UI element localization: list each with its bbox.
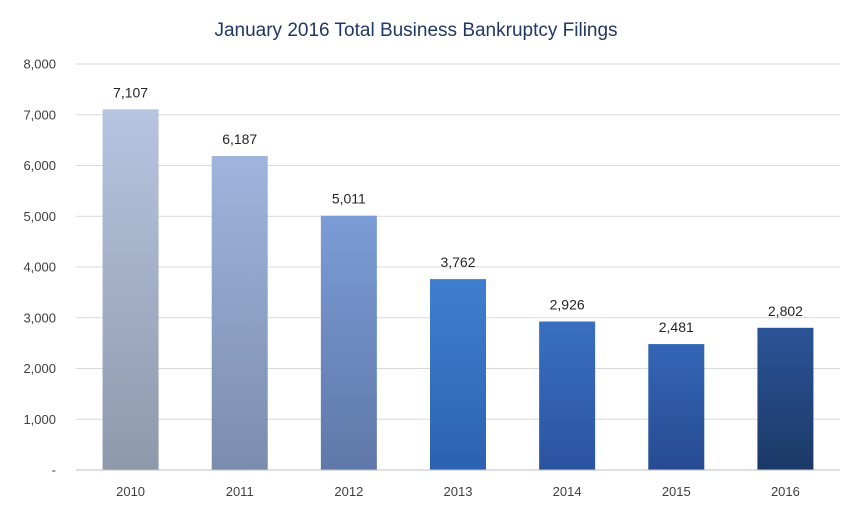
y-axis-tick-labels: - 1,000 2,000 3,000 4,000 5,000 6,000 7,000 8,00… [23,57,56,478]
y-tick-label: 4,000 [23,260,56,275]
bar-2015 [648,344,705,470]
x-tick-label-2013: 2013 [444,484,473,499]
y-tick-label: - [52,463,56,478]
y-tick-label: 6,000 [23,158,56,173]
data-label-2012: 5,011 [332,191,366,207]
data-label-2013: 3,762 [440,254,475,270]
bar-2010 [102,109,159,470]
x-tick-label-2016: 2016 [771,484,800,499]
x-tick-label-2010: 2010 [116,484,145,499]
x-axis-tick-labels: 2010 2011 2012 2013 2014 2015 2016 [116,484,800,499]
chart-title: January 2016 Total Business Bankruptcy F… [214,20,617,41]
data-label-2015: 2,481 [659,319,694,335]
data-label-2014: 2,926 [550,297,585,313]
bars [102,109,814,470]
x-tick-label-2012: 2012 [334,484,363,499]
x-tick-label-2015: 2015 [662,484,691,499]
bar-2016 [757,327,814,470]
y-tick-label: 1,000 [23,412,56,427]
data-label-2016: 2,802 [768,303,803,319]
x-tick-label-2011: 2011 [226,484,254,499]
y-tick-label: 5,000 [23,209,56,224]
y-tick-label: 3,000 [23,310,56,325]
y-tick-label: 7,000 [23,107,56,122]
bar-2014 [539,321,596,470]
bar-2011 [211,156,268,470]
x-tick-label-2014: 2014 [553,484,582,499]
data-labels: 7,107 6,187 5,011 3,762 2,926 2,481 2,802 [113,84,803,335]
y-tick-label: 8,000 [23,57,56,72]
data-label-2010: 7,107 [113,84,148,100]
data-label-2011: 6,187 [222,131,257,147]
bar-2012 [320,215,377,470]
bar-2013 [430,279,486,470]
y-tick-label: 2,000 [23,361,56,376]
